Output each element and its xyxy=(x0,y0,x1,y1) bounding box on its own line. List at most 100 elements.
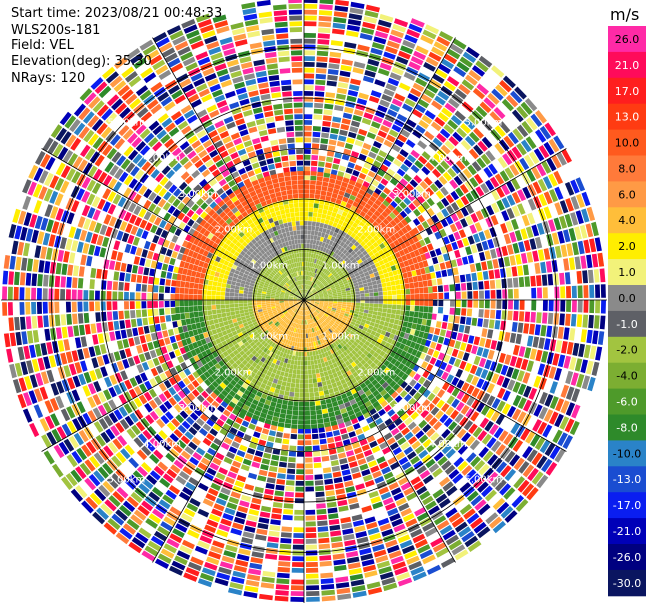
noise-gate xyxy=(424,110,436,120)
noise-gate xyxy=(189,412,199,421)
noise-gate xyxy=(481,261,488,271)
velocity-gate xyxy=(316,288,321,292)
noise-gate xyxy=(71,450,83,464)
noise-gate xyxy=(279,543,292,550)
noise-gate xyxy=(347,497,359,505)
noise-gate xyxy=(549,246,556,259)
noise-gate xyxy=(95,290,100,300)
noise-gate xyxy=(440,218,449,228)
noise-gate xyxy=(487,239,495,249)
noise-gate xyxy=(208,46,222,56)
noise-gate xyxy=(401,545,415,555)
noise-gate xyxy=(479,417,490,429)
noise-gate xyxy=(104,499,117,512)
noise-gate xyxy=(502,153,513,166)
noise-gate xyxy=(72,313,78,325)
noise-gate xyxy=(198,88,210,98)
noise-gate xyxy=(168,158,178,168)
noise-gate xyxy=(305,544,318,550)
noise-gate xyxy=(511,146,523,159)
noise-gate xyxy=(164,286,171,293)
noise-gate xyxy=(541,458,553,473)
noise-gate xyxy=(180,362,188,370)
velocity-gate xyxy=(308,378,313,384)
noise-gate xyxy=(517,189,527,202)
noise-gate xyxy=(529,238,537,250)
noise-gate xyxy=(421,220,430,229)
noise-gate xyxy=(530,434,541,447)
noise-gate xyxy=(190,556,204,566)
noise-gate xyxy=(88,220,97,232)
noise-gate xyxy=(423,62,436,72)
noise-gate xyxy=(473,144,484,156)
noise-gate xyxy=(460,156,470,167)
noise-gate xyxy=(381,577,396,586)
noise-gate xyxy=(137,266,144,275)
noise-gate xyxy=(481,240,489,251)
velocity-gate xyxy=(377,195,385,203)
noise-gate xyxy=(542,300,548,311)
noise-gate xyxy=(273,156,281,163)
noise-gate xyxy=(403,446,414,456)
noise-gate xyxy=(204,35,218,45)
noise-gate xyxy=(23,392,32,407)
velocity-gate xyxy=(393,319,400,325)
noise-gate xyxy=(8,271,14,285)
noise-gate xyxy=(457,460,469,472)
noise-gate xyxy=(329,51,342,58)
velocity-gate xyxy=(332,232,338,238)
velocity-gate xyxy=(421,318,427,326)
noise-gate xyxy=(378,422,387,431)
noise-gate xyxy=(219,36,233,45)
noise-gate xyxy=(354,164,363,172)
noise-gate xyxy=(236,430,245,438)
noise-gate xyxy=(183,572,198,582)
noise-gate xyxy=(361,469,371,477)
noise-gate xyxy=(230,152,239,160)
velocity-gate xyxy=(318,386,324,392)
noise-gate xyxy=(428,505,440,516)
noise-gate xyxy=(306,579,319,585)
noise-gate xyxy=(437,90,450,101)
noise-gate xyxy=(343,173,351,180)
velocity-gate xyxy=(377,283,382,288)
noise-gate xyxy=(85,231,93,243)
noise-gate xyxy=(173,383,181,393)
noise-gate xyxy=(417,140,428,150)
noise-gate xyxy=(277,566,290,573)
noise-gate xyxy=(102,236,110,248)
velocity-gate xyxy=(313,203,319,209)
velocity-gate xyxy=(313,290,317,294)
velocity-gate xyxy=(368,310,374,315)
noise-gate xyxy=(422,474,434,485)
noise-gate xyxy=(140,417,150,428)
velocity-gate xyxy=(321,381,327,387)
noise-gate xyxy=(173,327,180,335)
velocity-gate xyxy=(292,373,297,379)
noise-gate xyxy=(366,416,374,424)
velocity-gate xyxy=(304,284,306,289)
noise-gate xyxy=(421,191,430,200)
noise-gate xyxy=(424,24,440,35)
velocity-gate xyxy=(304,370,308,375)
noise-gate xyxy=(500,320,507,331)
noise-gate xyxy=(279,549,291,556)
noise-gate xyxy=(172,321,178,328)
noise-gate xyxy=(456,127,467,138)
noise-gate xyxy=(79,229,88,242)
noise-gate xyxy=(70,488,84,502)
noise-gate xyxy=(517,383,527,396)
noise-gate xyxy=(495,310,502,320)
noise-gate xyxy=(463,508,476,520)
velocity-gate xyxy=(353,235,360,241)
noise-gate xyxy=(109,260,116,270)
noise-gate xyxy=(57,146,69,161)
noise-gate xyxy=(335,576,349,583)
noise-gate xyxy=(514,86,527,100)
noise-gate xyxy=(157,526,170,537)
noise-gate xyxy=(351,150,360,158)
noise-gate xyxy=(381,528,394,537)
velocity-gate xyxy=(360,185,368,192)
noise-gate xyxy=(108,216,117,227)
noise-gate xyxy=(544,394,554,407)
